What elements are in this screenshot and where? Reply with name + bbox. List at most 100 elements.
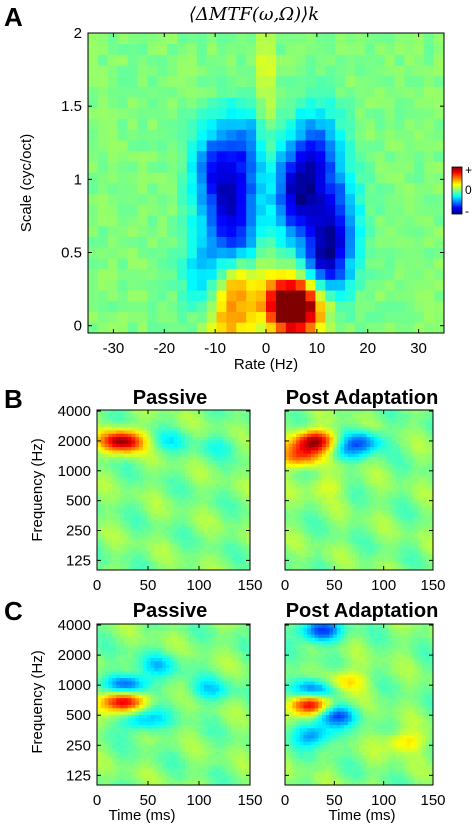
heatmap-cell <box>392 513 397 518</box>
heatmap-cell <box>204 453 209 458</box>
heatmap-cell <box>219 420 224 424</box>
heatmap-cell <box>236 236 247 248</box>
heatmap-cell <box>288 423 293 428</box>
heatmap-cell <box>295 86 306 98</box>
heatmap-cell <box>362 546 367 551</box>
heatmap-cell <box>275 65 287 77</box>
heatmap-cell <box>116 543 121 548</box>
heatmap-cell <box>142 486 148 491</box>
heatmap-cell <box>135 560 140 564</box>
heatmap-cell <box>285 268 297 280</box>
heatmap-cell <box>107 247 119 259</box>
heatmap-cell <box>394 108 405 120</box>
heatmap-cell <box>226 300 237 312</box>
heatmap-cell <box>234 463 239 468</box>
heatmap-cell <box>414 54 425 66</box>
heatmap-cell <box>305 129 316 141</box>
heatmap-cell <box>418 553 423 558</box>
heatmap-cell <box>246 500 251 504</box>
heatmap-cell <box>344 410 349 414</box>
heatmap-cell <box>295 215 306 227</box>
heatmap-cell <box>410 483 415 488</box>
heatmap-cell <box>234 450 239 454</box>
heatmap-cell <box>226 86 237 98</box>
heatmap-cell <box>123 463 129 468</box>
heatmap-cell <box>119 496 125 501</box>
heatmap-cell <box>157 258 168 270</box>
heatmap-cell <box>246 533 251 538</box>
heatmap-cell <box>396 456 401 461</box>
heatmap-cell <box>127 413 132 418</box>
heatmap-cell <box>169 566 174 571</box>
heatmap-cell <box>173 433 178 438</box>
heatmap-cell <box>196 526 201 531</box>
heatmap-cell <box>288 456 293 461</box>
heatmap-cell <box>119 480 125 484</box>
heatmap-cell <box>146 460 151 464</box>
heatmap-cell <box>403 470 408 474</box>
heatmap-cell <box>108 466 113 471</box>
heatmap-cell <box>206 290 217 302</box>
heatmap-cell <box>177 506 182 511</box>
heatmap-cell <box>88 33 99 45</box>
heatmap-cell <box>322 473 327 478</box>
heatmap-cell <box>325 440 330 444</box>
heatmap-cell <box>127 523 132 528</box>
heatmap-cell <box>127 43 138 55</box>
heatmap-cell <box>162 486 167 491</box>
heatmap-cell <box>142 463 148 468</box>
heatmap-cell <box>169 430 174 434</box>
heatmap-cell <box>355 426 360 431</box>
heatmap-cell <box>123 520 129 524</box>
heatmap-cell <box>162 510 167 514</box>
heatmap-cell <box>275 268 287 280</box>
heatmap-cell <box>184 513 190 518</box>
heatmap-cell <box>399 426 404 431</box>
heatmap-cell <box>196 433 201 438</box>
heatmap-cell <box>112 476 117 481</box>
heatmap-cell <box>147 108 158 120</box>
heatmap-cell <box>227 433 232 438</box>
heatmap-cell <box>299 540 304 544</box>
heatmap-cell <box>108 450 113 454</box>
heatmap-cell <box>325 129 336 141</box>
heatmap-cell <box>305 322 316 334</box>
heatmap-cell <box>288 510 293 514</box>
heatmap-cell <box>146 506 151 511</box>
heatmap-cell <box>207 436 213 441</box>
heatmap-cell <box>186 300 198 312</box>
heatmap-cell <box>97 493 102 498</box>
heatmap-cell <box>345 300 356 312</box>
heatmap-cell <box>336 480 341 484</box>
heatmap-cell <box>142 450 148 454</box>
heatmap-cell <box>329 436 334 441</box>
heatmap-cell <box>127 290 138 302</box>
heatmap-cell <box>296 490 301 494</box>
heatmap-cell <box>377 513 382 518</box>
heatmap-cell <box>147 65 158 77</box>
heatmap-cell <box>344 503 349 508</box>
heatmap-cell <box>100 416 106 421</box>
heatmap-cell <box>154 513 159 518</box>
heatmap-cell <box>325 556 330 561</box>
heatmap-cell <box>336 553 341 558</box>
heatmap-cell <box>169 553 174 558</box>
heatmap-cell <box>165 556 171 561</box>
heatmap-cell <box>127 183 138 195</box>
heatmap-cell <box>322 413 327 418</box>
heatmap-cell <box>296 493 301 498</box>
heatmap-cell <box>370 550 375 554</box>
heatmap-cell <box>135 550 140 554</box>
heatmap-cell <box>137 279 148 291</box>
heatmap-cell <box>167 258 178 270</box>
heatmap-cell <box>119 523 125 528</box>
heatmap-cell <box>135 470 140 474</box>
heatmap-cell <box>414 420 419 424</box>
heatmap-cell <box>97 714 102 719</box>
heatmap-cell <box>322 523 327 528</box>
heatmap-cell <box>215 456 220 461</box>
heatmap-cell <box>333 436 338 441</box>
heatmap-cell <box>399 410 404 414</box>
heatmap-cell <box>344 440 349 444</box>
heatmap-cell <box>355 563 360 568</box>
